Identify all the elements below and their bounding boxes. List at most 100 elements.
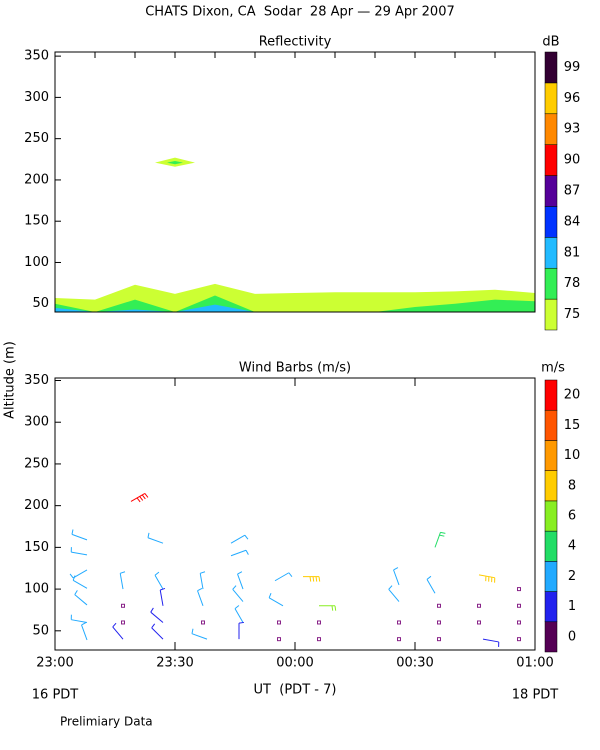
panel-title: Wind Barbs (m/s) [239,361,351,376]
y-tick-label: 150 [24,214,49,229]
calm-marker [317,620,321,625]
colorbar-segment [544,561,558,592]
note: Prelimiary Data [60,715,153,729]
start-label: 16 PDT [32,688,79,703]
wind-barb [478,574,496,583]
wind-barb [151,623,164,640]
y-tick-label: 250 [24,131,49,146]
wind-barb [426,575,436,594]
colorbar-label: 78 [564,276,581,291]
wind-barb [230,549,249,557]
colorbar-segment [544,82,558,115]
colorbar-segment [544,237,558,269]
wind-barb [388,585,400,602]
colorbar-segment [544,379,558,411]
y-tick-label: 100 [24,255,49,270]
calm-marker [517,620,521,625]
calm-marker [397,620,401,625]
wind-barb [150,607,164,623]
wind-barb [238,621,245,640]
wind-barb [71,529,88,541]
colorbar-label: 20 [564,388,581,403]
wind-barb [237,571,244,590]
colorbar-segment [544,267,558,300]
colorbar-unit: dB [542,35,559,50]
y-tick-label: 50 [32,296,49,311]
y-axis-label: Altitude (m) [3,341,18,419]
end-label: 18 PDT [512,688,559,703]
x-tick-label: 00:00 [276,656,313,671]
y-tick-label: 350 [24,49,49,64]
colorbar-segment [544,470,558,502]
wind-barb [274,572,293,582]
calm-marker [477,603,481,608]
plot-frame [54,51,536,313]
wind-barb [191,628,208,640]
wind-barb [112,622,124,640]
wind-barb [74,590,88,606]
colorbar-label: 4 [568,539,576,554]
colorbar-label: 15 [564,418,581,433]
calm-marker [517,587,521,592]
x-tick-label: 23:00 [36,656,73,671]
calm-marker [437,603,441,608]
plot-frame [54,377,536,651]
colorbar-segment [544,591,558,623]
wind-barb [303,576,321,582]
wind-barb [69,569,88,579]
colorbar-segment [544,144,558,176]
colorbar-segment [544,440,558,471]
y-tick-label: 300 [24,90,49,105]
colorbar-label: 10 [564,448,581,463]
y-tick-label: 50 [32,623,49,638]
calm-marker [437,637,441,642]
calm-marker [477,620,481,625]
calm-marker [277,620,281,625]
wind-barb [230,534,249,544]
y-tick-label: 200 [24,172,49,187]
colorbar-label: 96 [564,91,581,106]
colorbar-label: 75 [564,307,581,322]
calm-marker [317,637,321,642]
x-tick-label: 00:30 [396,656,433,671]
wind-barb [81,622,88,641]
calm-marker [437,620,441,625]
colorbar-segment [544,409,558,441]
colorbar-label: 6 [568,509,576,524]
colorbar-label: 0 [568,629,576,644]
contour-band [55,283,535,312]
calm-marker [201,620,205,625]
colorbar-label: 93 [564,122,581,137]
wind-barb [130,493,149,503]
wind-barb [319,605,337,611]
y-tick-label: 350 [24,373,49,388]
x-tick-label: 23:30 [156,656,193,671]
colorbar-label: 87 [564,184,581,199]
colorbar-segment [544,621,558,653]
wind-barb [159,587,166,606]
contour-cell [167,160,183,165]
wind-barb [197,587,204,606]
y-tick-label: 300 [24,415,49,430]
x-axis-label: UT (PDT - 7) [254,683,337,698]
colorbar-segment [544,175,558,207]
calm-marker [277,637,281,642]
calm-marker [517,603,521,608]
calm-marker [121,603,125,608]
wind-barb [119,571,126,590]
wind-barb [199,571,206,590]
contour-band [55,295,535,312]
wind-barb [234,605,244,623]
x-tick-label: 01:00 [516,656,553,671]
colorbar-label: 99 [564,60,581,75]
wind-barb [70,547,88,556]
wind-barb [393,567,400,586]
chart-title: CHATS Dixon, CA Sodar 28 Apr — 29 Apr 20… [145,5,455,20]
colorbar-segment [544,500,558,532]
colorbar-label: 1 [568,599,576,614]
y-tick-label: 100 [24,582,49,597]
wind-barb [70,614,88,623]
wind-barb [72,575,88,589]
colorbar-label: 2 [568,569,576,584]
